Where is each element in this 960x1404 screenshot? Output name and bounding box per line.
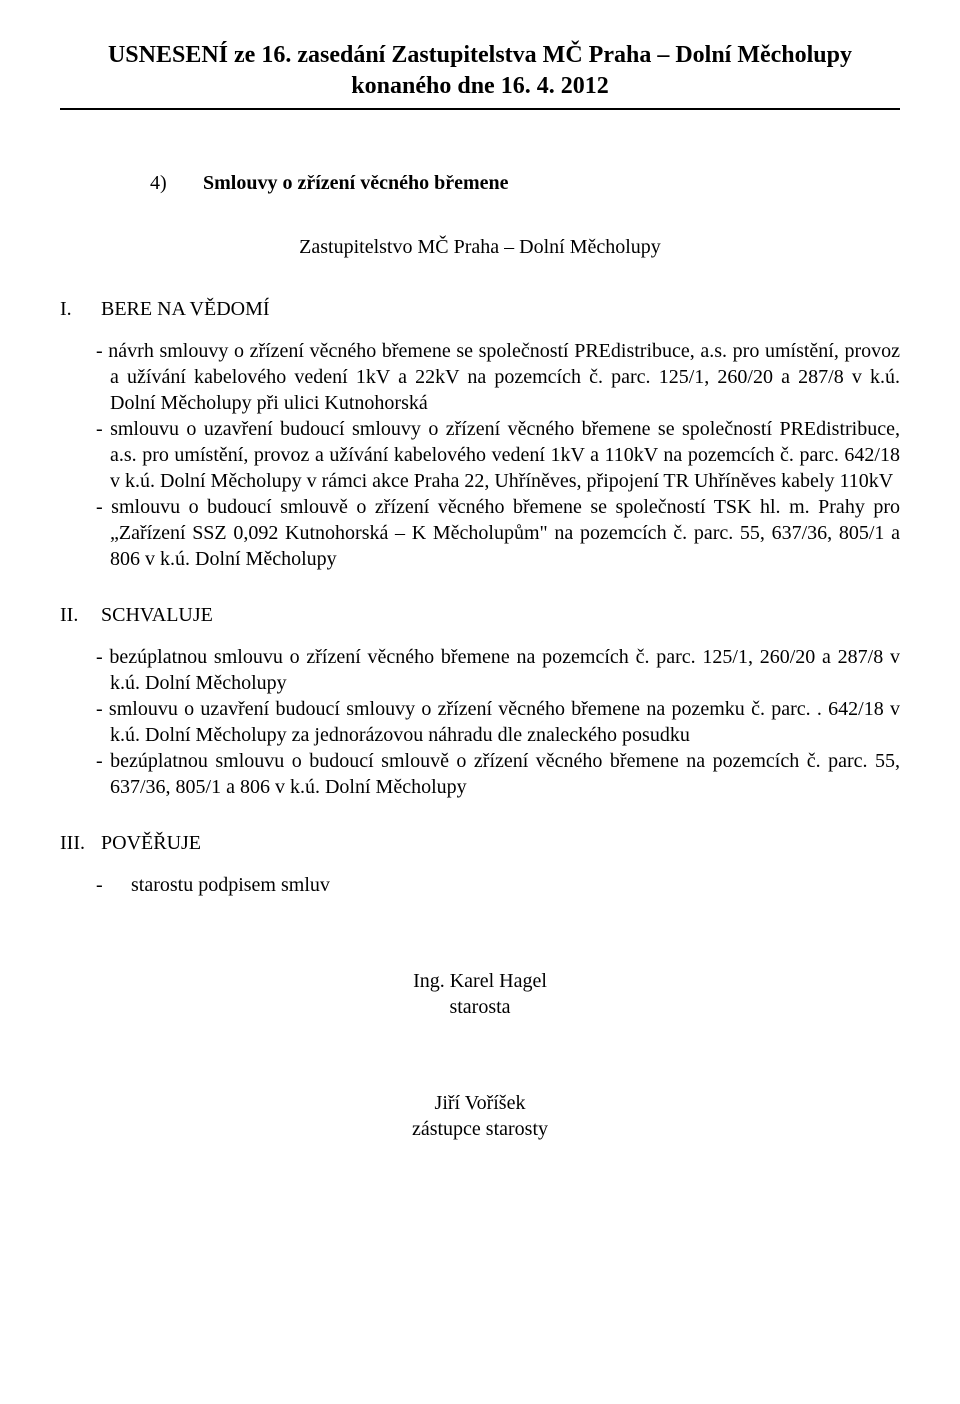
section-bere-na-vedomi: I. BERE NA VĚDOMÍ - návrh smlouvy o zříz…: [60, 296, 900, 572]
agenda-item-title: Smlouvy o zřízení věcného břemene: [203, 172, 509, 194]
header-line-2: konaného dne 16. 4. 2012: [60, 71, 900, 102]
section-label: I. BERE NA VĚDOMÍ: [60, 296, 900, 322]
section-heading-text: BERE NA VĚDOMÍ: [101, 298, 270, 320]
signature-name: Ing. Karel Hagel: [60, 968, 900, 994]
section-roman: III.: [60, 830, 96, 856]
signature-name: Jiří Voříšek: [60, 1090, 900, 1116]
list-item: - smlouvu o budoucí smlouvě o zřízení vě…: [96, 494, 900, 572]
section-label: II. SCHVALUJE: [60, 602, 900, 628]
document-header: USNESENÍ ze 16. zasedání Zastupitelstva …: [60, 40, 900, 110]
section-label: III. POVĚŘUJE: [60, 830, 900, 856]
section-body: - bezúplatnou smlouvu o zřízení věcného …: [60, 644, 900, 800]
section-poveruje: III. POVĚŘUJE - starostu podpisem smluv: [60, 830, 900, 898]
section-heading-text: SCHVALUJE: [101, 604, 213, 626]
signatures: Ing. Karel Hagel starosta Jiří Voříšek z…: [60, 968, 900, 1142]
subheading: Zastupitelstvo MČ Praha – Dolní Měcholup…: [60, 234, 900, 260]
signature-block-1: Ing. Karel Hagel starosta: [60, 968, 900, 1020]
list-item: - návrh smlouvy o zřízení věcného břemen…: [96, 338, 900, 416]
section-body: - starostu podpisem smluv: [60, 872, 900, 898]
list-item: - smlouvu o uzavření budoucí smlouvy o z…: [96, 416, 900, 494]
section-roman: II.: [60, 602, 96, 628]
section-body: - návrh smlouvy o zřízení věcného břemen…: [60, 338, 900, 572]
list-item-text: starostu podpisem smluv: [131, 874, 330, 896]
section-roman: I.: [60, 296, 96, 322]
signature-title: zástupce starosty: [60, 1116, 900, 1142]
agenda-item-number: 4): [150, 170, 198, 196]
signature-title: starosta: [60, 994, 900, 1020]
section-heading-text: POVĚŘUJE: [101, 832, 201, 854]
agenda-item-row: 4) Smlouvy o zřízení věcného břemene: [60, 170, 900, 196]
section-schvaluje: II. SCHVALUJE - bezúplatnou smlouvu o zř…: [60, 602, 900, 800]
list-item: - smlouvu o uzavření budoucí smlouvy o z…: [96, 696, 900, 748]
list-item: - bezúplatnou smlouvu o zřízení věcného …: [96, 644, 900, 696]
list-item: - bezúplatnou smlouvu o budoucí smlouvě …: [96, 748, 900, 800]
list-dash: -: [96, 872, 126, 898]
header-line-1: USNESENÍ ze 16. zasedání Zastupitelstva …: [60, 40, 900, 71]
signature-block-2: Jiří Voříšek zástupce starosty: [60, 1090, 900, 1142]
